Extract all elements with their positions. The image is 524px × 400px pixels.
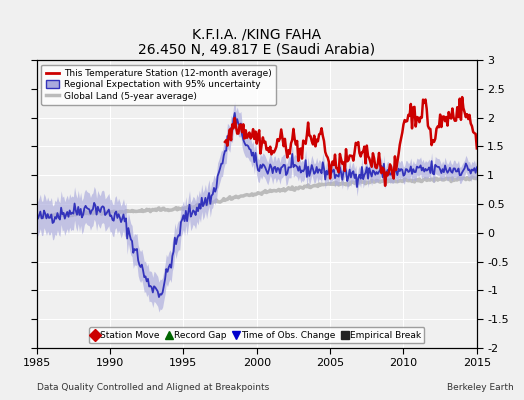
Legend: Station Move, Record Gap, Time of Obs. Change, Empirical Break: Station Move, Record Gap, Time of Obs. C… bbox=[89, 327, 424, 344]
Text: Data Quality Controlled and Aligned at Breakpoints: Data Quality Controlled and Aligned at B… bbox=[37, 383, 269, 392]
Title: K.F.I.A. /KING FAHA
26.450 N, 49.817 E (Saudi Arabia): K.F.I.A. /KING FAHA 26.450 N, 49.817 E (… bbox=[138, 27, 375, 58]
Text: Berkeley Earth: Berkeley Earth bbox=[447, 383, 514, 392]
